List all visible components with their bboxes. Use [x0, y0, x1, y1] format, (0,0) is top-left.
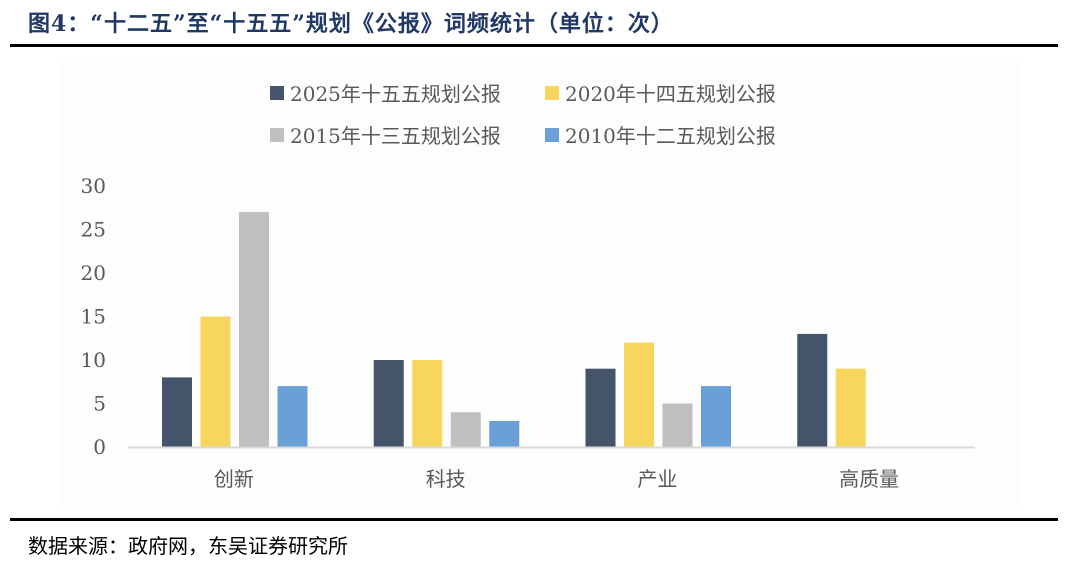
legend-swatch	[270, 128, 284, 142]
y-tick-label: 20	[81, 261, 106, 285]
y-tick-label: 25	[81, 218, 106, 242]
bar	[585, 368, 616, 447]
legend-label: 2010年十二五规划公报	[565, 124, 776, 148]
y-tick-label: 15	[81, 305, 106, 329]
bar	[277, 386, 308, 447]
bar	[373, 360, 404, 447]
bar	[624, 342, 654, 447]
bar	[662, 403, 693, 447]
x-tick-label: 科技	[426, 467, 466, 491]
y-tick-label: 5	[93, 392, 106, 416]
legend-swatch	[270, 86, 284, 100]
y-tick-label: 30	[81, 174, 106, 198]
y-tick-label: 0	[93, 435, 106, 459]
bar	[450, 412, 481, 447]
bar	[489, 420, 520, 447]
source-note: 数据来源：政府网，东吴证券研究所	[28, 534, 348, 558]
bar	[835, 368, 866, 447]
x-tick-label: 创新	[214, 467, 254, 491]
bar	[797, 333, 828, 447]
figure-title: 图4：“十二五”至“十五五”规划《公报》词频统计（单位：次）	[28, 11, 674, 37]
legend-label: 2020年十四五规划公报	[565, 82, 776, 106]
x-tick-label: 产业	[637, 467, 677, 491]
legend-swatch	[545, 128, 559, 142]
x-tick-label: 高质量	[839, 467, 899, 491]
legend-label: 2025年十五五规划公报	[290, 82, 501, 106]
legend-label: 2015年十三五规划公报	[290, 124, 501, 148]
legend-swatch	[545, 86, 559, 100]
y-tick-label: 10	[81, 348, 106, 372]
top-rule	[10, 44, 1058, 47]
bar	[200, 316, 231, 447]
bar	[412, 360, 443, 447]
bar	[701, 386, 731, 447]
bar	[162, 377, 192, 447]
bottom-rule	[10, 518, 1058, 521]
bar	[239, 212, 269, 447]
